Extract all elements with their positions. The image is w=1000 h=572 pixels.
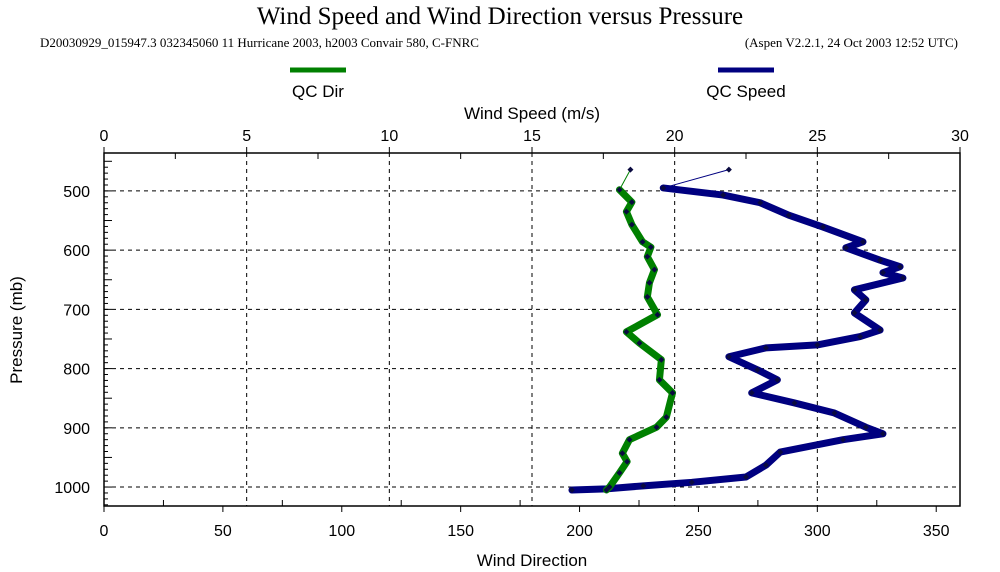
speed-tick-label: 20 [666, 128, 684, 145]
data-point [654, 311, 661, 318]
dir-tick-label: 250 [685, 523, 712, 540]
data-point [743, 473, 749, 480]
data-point [656, 376, 663, 383]
data-point [606, 484, 613, 491]
data-point [647, 244, 654, 251]
dir-tick-label: 350 [923, 523, 950, 540]
data-point [669, 389, 676, 396]
data-point [644, 253, 651, 260]
data-point [840, 436, 847, 443]
speed-tick-label: 0 [100, 128, 109, 145]
data-point [616, 469, 623, 476]
data-point [879, 269, 886, 276]
data-point [658, 356, 665, 363]
data-point [897, 263, 904, 270]
data-point [619, 450, 626, 457]
series-lead-line [619, 169, 631, 190]
series-lead-line [663, 169, 730, 189]
chart-subtitle-right: (Aspen V2.2.1, 24 Oct 2003 12:52 UTC) [745, 35, 958, 50]
data-point [842, 244, 849, 251]
data-point [777, 449, 784, 456]
speed-tick-label: 30 [951, 128, 969, 145]
data-point [851, 286, 858, 293]
data-point [603, 487, 610, 494]
dir-tick-label: 100 [328, 523, 355, 540]
pressure-tick-label: 1000 [54, 480, 90, 497]
data-point [688, 479, 695, 486]
data-point [757, 199, 764, 206]
dir-tick-label: 50 [214, 523, 232, 540]
data-point [624, 458, 631, 465]
pressure-tick-label: 500 [63, 184, 90, 201]
pressure-tick-label: 600 [63, 243, 90, 260]
data-point [877, 257, 884, 264]
data-point [651, 266, 658, 273]
pressure-tick-label: 900 [63, 421, 90, 438]
data-point [762, 462, 769, 469]
pressure-tick-label: 700 [63, 302, 90, 319]
data-point [762, 344, 769, 351]
data-point [639, 238, 646, 245]
data-point [644, 293, 651, 300]
plot-frame [103, 152, 961, 507]
data-point [785, 212, 792, 219]
data-point [628, 199, 635, 206]
grid [104, 153, 960, 506]
dir-tick-label: 200 [566, 523, 593, 540]
data-point [660, 184, 667, 191]
data-point [774, 376, 781, 383]
speed-tick-label: 10 [380, 128, 398, 145]
data-point [720, 192, 727, 199]
data-point [663, 414, 670, 421]
speed-tick-label: 15 [523, 128, 541, 145]
top-axis-label: Wind Speed (m/s) [464, 104, 600, 123]
series-group [568, 166, 907, 494]
data-point [754, 366, 761, 373]
data-point [748, 389, 755, 396]
chart-title: Wind Speed and Wind Direction versus Pre… [257, 3, 743, 30]
series-line-qc-dir [602, 186, 677, 494]
data-point [814, 341, 821, 348]
data-point [636, 340, 643, 347]
data-point [820, 224, 827, 231]
data-point [862, 424, 869, 431]
data-point [653, 424, 660, 431]
chart-subtitle-left: D20030929_015947.3 032345060 11 Hurrican… [40, 35, 479, 50]
data-point [725, 166, 732, 173]
series-line-qc-speed [568, 184, 907, 494]
data-point [859, 238, 866, 245]
data-point [791, 399, 798, 406]
data-point [640, 482, 647, 489]
speed-tick-label: 5 [242, 128, 251, 145]
speed-tick-label: 25 [808, 128, 826, 145]
legend-label-speed: QC Speed [706, 82, 785, 101]
data-point [623, 328, 630, 335]
data-point [862, 296, 869, 303]
data-point [857, 333, 864, 340]
data-point [646, 279, 653, 286]
ticks: 0 5 10 15 20 25 300 50 100 150 200 250 300 3505006007… [54, 128, 969, 540]
data-point [568, 487, 575, 494]
data-point [628, 221, 635, 228]
dir-tick-label: 150 [447, 523, 474, 540]
data-point [626, 436, 633, 443]
data-point [899, 274, 906, 281]
data-point [879, 430, 886, 437]
data-point [627, 166, 634, 173]
pressure-tick-label: 800 [63, 362, 90, 379]
dir-tick-label: 300 [804, 523, 831, 540]
bottom-axis-label: Wind Direction [477, 551, 588, 570]
data-point [851, 309, 858, 316]
data-point [877, 327, 884, 334]
data-point [725, 353, 732, 360]
legend-label-dir: QC Dir [292, 82, 344, 101]
data-point [616, 186, 623, 193]
y-axis-label: Pressure (mb) [7, 276, 26, 384]
data-point [831, 410, 838, 417]
data-point [623, 208, 630, 215]
dir-tick-label: 0 [100, 523, 109, 540]
